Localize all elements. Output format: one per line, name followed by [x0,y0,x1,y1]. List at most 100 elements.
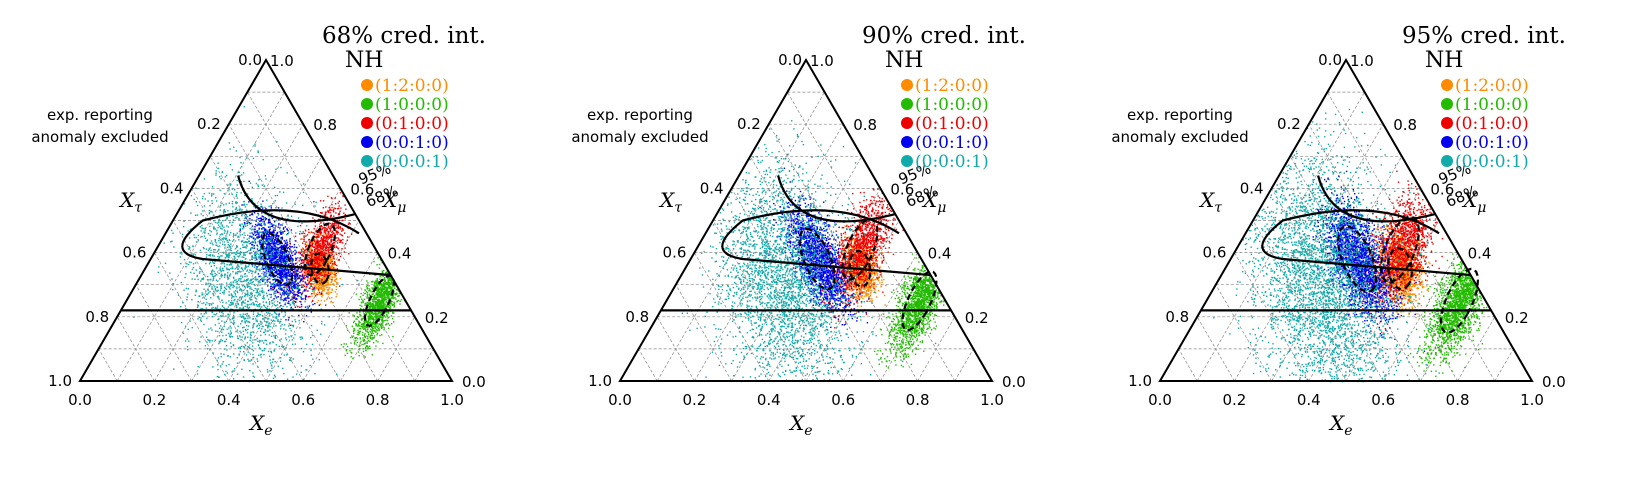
scatter-point [323,276,325,279]
scatter-point [264,267,266,270]
scatter-point [315,229,317,232]
scatter-point [321,252,323,254]
scatter-point [370,328,372,331]
scatter-point [388,287,390,289]
scatter-point [273,231,275,234]
scatter-point [308,250,310,253]
scatter-point [353,332,355,334]
scatter-point [384,292,387,295]
scatter-point [322,252,324,255]
scatter-point [330,238,332,240]
scatter-point [279,270,281,272]
scatter-point [299,281,301,283]
scatter-point [271,246,274,248]
scatter-point [275,234,277,236]
scatter-point [381,323,384,325]
scatter-point [300,262,302,265]
scatter-point [376,304,378,306]
scatter-point [310,275,312,278]
scatter-point [305,246,307,248]
scatter-point [371,306,374,308]
scatter-point [377,299,379,301]
scatter-point [307,269,310,271]
scatter-point [333,215,335,217]
scatter-point [282,248,284,251]
scatter-point [223,291,225,293]
scatter-point [269,230,271,233]
scatter-point [295,258,297,260]
scatter-point [312,277,314,279]
scatter-point [321,248,323,251]
scatter-point [366,287,368,289]
scatter-point [279,285,281,287]
scatter-point [332,283,334,285]
scatter-point [269,261,271,264]
scatter-point [361,318,363,320]
scatter-point [326,241,329,243]
scatter-point [319,240,321,242]
scatter-point [340,241,342,243]
scatter-point [377,293,379,296]
scatter-point [369,336,371,338]
scatter-point [380,295,382,297]
scatter-point [366,295,369,297]
scatter-point [313,256,315,259]
scatter-point [290,281,292,284]
scatter-point [311,241,314,243]
scatter-point [266,252,269,255]
scatter-point [279,274,281,276]
scatter-point [392,294,394,296]
scatter-point [388,285,390,287]
scatter-point [267,222,269,224]
scatter-point [323,214,325,216]
scatter-point [368,319,370,321]
scatter-point [244,275,246,277]
scatter-point [372,325,375,327]
scatter-point [325,276,328,278]
scatter-point [366,340,368,343]
scatter-point [277,241,279,243]
scatter-point [328,316,330,318]
scatter-point [336,373,338,375]
scatter-point [386,286,388,289]
scatter-point [317,239,319,242]
scatter-point [307,258,309,261]
scatter-point [374,274,376,276]
scatter-point [294,249,296,252]
scatter-point [375,323,378,325]
scatter-point [270,205,272,207]
scatter-point [333,261,336,263]
scatter-point [393,312,395,314]
scatter-point [318,288,320,291]
scatter-point [330,265,332,267]
scatter-point [376,281,379,284]
scatter-point [361,334,364,336]
scatter-point [390,296,393,299]
scatter-point [273,229,275,231]
scatter-point [305,271,307,273]
scatter-point [366,280,368,282]
scatter-point [302,277,305,280]
scatter-point [329,297,331,299]
scatter-point [391,284,394,287]
scatter-point [366,325,368,328]
scatter-point [391,279,393,281]
scatter-point [336,222,339,225]
scatter-point [309,280,311,282]
scatter-point [382,315,384,317]
scatter-point [381,300,383,303]
scatter-point [337,247,339,250]
scatter-point [296,276,298,278]
scatter-point [269,242,271,245]
scatter-point [271,258,274,260]
scatter-point [301,269,303,272]
scatter-point [334,274,336,276]
scatter-point [311,275,314,277]
scatter-point [296,288,298,290]
scatter-point [314,221,316,223]
scatter-point [324,272,326,274]
scatter-point [322,263,324,265]
scatter-point [280,238,282,240]
scatter-point [320,259,322,261]
scatter-point [344,354,346,357]
